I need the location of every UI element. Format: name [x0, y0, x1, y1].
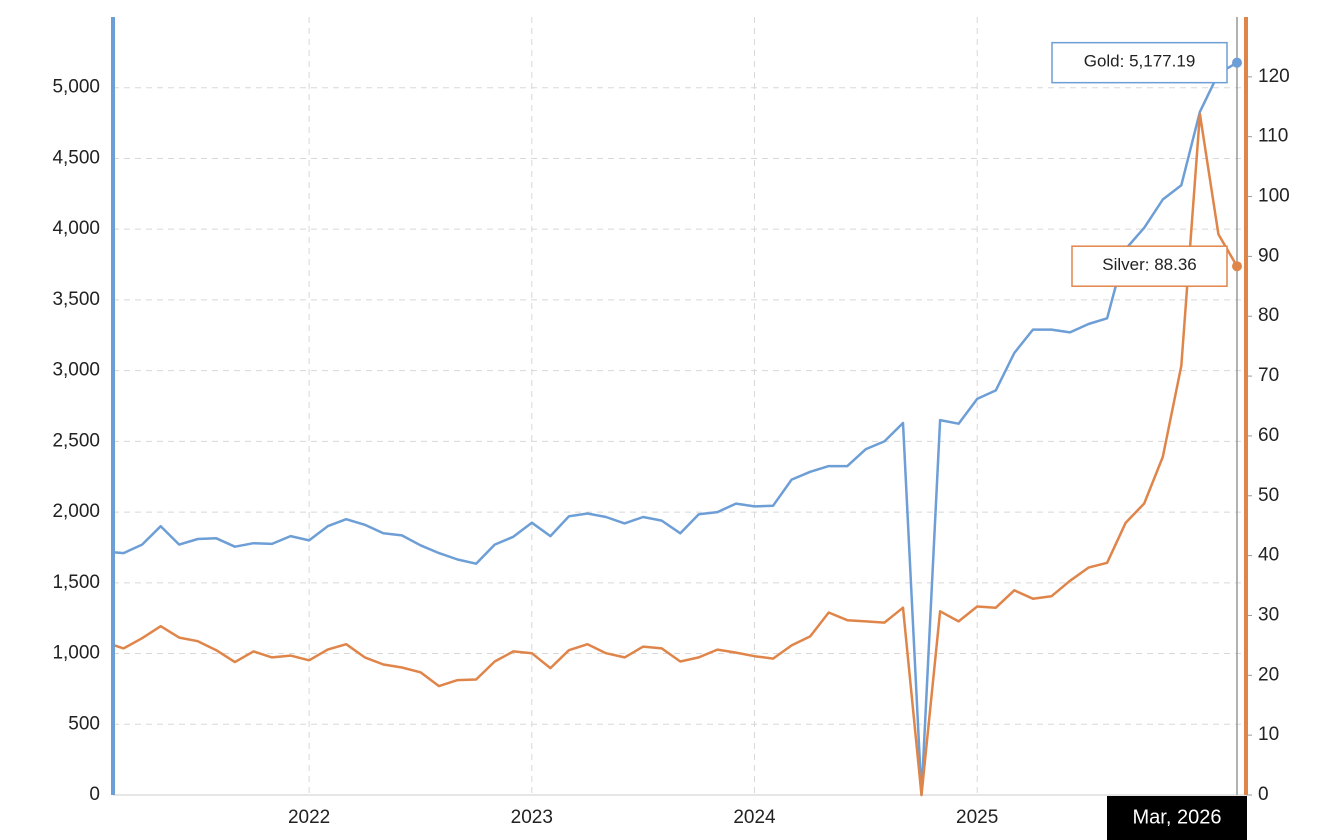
tooltip-box — [1071, 245, 1228, 287]
x-tick-label: Mar, 2026 — [1133, 806, 1222, 828]
y2-tick-label: 70 — [1258, 365, 1279, 386]
point-marker — [1232, 261, 1242, 272]
value-label: 88.36 — [1154, 256, 1197, 275]
x-label-box — [1107, 796, 1247, 840]
y-tick-label: 2,000 — [52, 501, 100, 522]
y-tick-label: 1,000 — [52, 643, 100, 664]
x-tick-label: 2024 — [733, 807, 776, 828]
y-tick-label: 4,500 — [52, 147, 100, 168]
value-label: 5,177.19 — [1129, 52, 1195, 71]
y2-tick-label: 50 — [1258, 485, 1279, 506]
y-axis-bar — [111, 17, 115, 795]
x-tick-label: 2023 — [511, 807, 553, 828]
tooltip-text: Gold: 5,177.19 — [1084, 52, 1196, 71]
series-line — [113, 112, 1239, 797]
y2-tick-label: 10 — [1258, 724, 1279, 745]
y-tick-label: 3,500 — [52, 289, 100, 310]
y2-tick-label: 90 — [1258, 245, 1279, 266]
y-tick-label: 4,000 — [52, 218, 100, 239]
series-name: Gold — [1084, 52, 1120, 71]
y2-tick-label: 110 — [1258, 126, 1288, 147]
series-line — [113, 61, 1238, 797]
y2-tick-label: 100 — [1258, 186, 1290, 207]
series-name: Silver — [1102, 256, 1145, 275]
y2-tick-label: 80 — [1258, 305, 1279, 326]
y-tick-label: 1,500 — [52, 572, 100, 593]
y2-tick-label: 40 — [1258, 545, 1279, 566]
y2-tick-label: 60 — [1258, 425, 1279, 446]
y2-axis-bar — [1244, 17, 1248, 795]
tooltip-text: Silver: 88.36 — [1102, 256, 1197, 275]
y-tick-label: 2,500 — [52, 430, 100, 451]
y2-tick-label: 20 — [1258, 664, 1279, 685]
x-tick-label: 2022 — [288, 807, 330, 828]
y-tick-label: 5,000 — [52, 77, 100, 98]
y2-tick-label: 120 — [1258, 66, 1290, 87]
y2-tick-label: 0 — [1258, 784, 1269, 805]
y-tick-label: 0 — [89, 784, 100, 805]
y2-tick-label: 30 — [1258, 604, 1279, 625]
point-marker — [1232, 57, 1242, 68]
y-tick-label: 500 — [68, 713, 100, 734]
tooltip-box — [1051, 41, 1228, 84]
x-tick-label: 2025 — [956, 807, 998, 828]
y-tick-label: 3,000 — [52, 360, 100, 381]
